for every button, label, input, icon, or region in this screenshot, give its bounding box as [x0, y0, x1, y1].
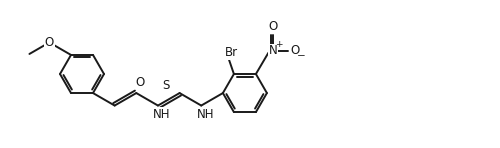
- Text: NH: NH: [153, 108, 170, 121]
- Text: +: +: [274, 40, 282, 49]
- Text: −: −: [297, 51, 306, 61]
- Text: NH: NH: [196, 108, 214, 121]
- Text: O: O: [136, 75, 145, 89]
- Text: Br: Br: [226, 46, 238, 59]
- Text: N: N: [269, 44, 278, 57]
- Text: O: O: [269, 20, 278, 33]
- Text: O: O: [291, 44, 300, 57]
- Text: S: S: [162, 79, 170, 92]
- Text: O: O: [44, 36, 54, 49]
